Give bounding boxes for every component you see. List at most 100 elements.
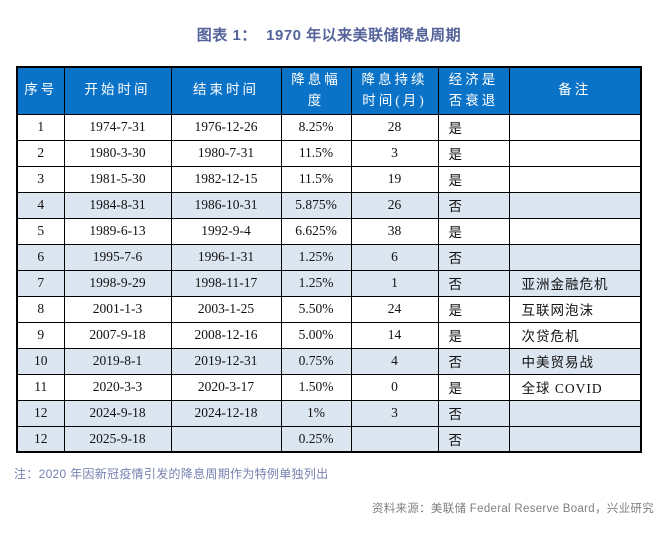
cell-recession: 否 [437,347,510,375]
table-row: 10 2019-8-1 2019-12-31 0.75% 4 否中美贸易战 [16,347,642,375]
cell-end: 2024-12-18 [170,399,282,427]
cell-start: 1980-3-30 [63,139,172,167]
cell-end: 2003-1-25 [170,295,282,323]
cell-months: 19 [350,165,439,193]
cell-recession: 否 [437,425,510,453]
cell-cut: 5.50% [280,295,352,323]
table-row: 9 2007-9-18 2008-12-16 5.00% 14 是次贷危机 [16,321,642,349]
cell-months: 0 [350,373,439,401]
cell-no: 4 [16,191,65,219]
cell-note [508,217,642,245]
header-no: 序号 [16,66,65,115]
cell-start: 1989-6-13 [63,217,172,245]
cell-note [508,165,642,193]
cell-cut: 8.25% [280,113,352,141]
cell-start: 1981-5-30 [63,165,172,193]
cell-start: 2001-1-3 [63,295,172,323]
cell-months [350,425,439,453]
cell-cut: 1.50% [280,373,352,401]
cell-end: 1992-9-4 [170,217,282,245]
header-note: 备注 [508,66,642,115]
cell-months: 28 [350,113,439,141]
cell-cut: 1.25% [280,243,352,271]
figure-title: 图表 1： 1970 年以来美联储降息周期 [196,27,462,44]
cell-end: 1996-1-31 [170,243,282,271]
rate-cut-cycles-table: 序号 开始时间 结束时间 降息幅 度 降息持续 时间(月) 经济是 否衰退 备注… [16,66,642,453]
cell-note [508,399,642,427]
cell-start: 2020-3-3 [63,373,172,401]
header-months: 降息持续 时间(月) [350,66,439,115]
cell-note [508,113,642,141]
cell-end: 2008-12-16 [170,321,282,349]
cell-start: 1984-8-31 [63,191,172,219]
cell-note: 亚洲金融危机 [508,269,642,297]
cell-months: 3 [350,399,439,427]
cell-start: 2019-8-1 [63,347,172,375]
cell-start: 1974-7-31 [63,113,172,141]
header-cut: 降息幅 度 [280,66,352,115]
cell-months: 26 [350,191,439,219]
cell-start: 2025-9-18 [63,425,172,453]
cell-no: 6 [16,243,65,271]
source-line: 资料来源：美联储 Federal Reserve Board，兴业研究 [371,503,654,515]
cell-no: 11 [16,373,65,401]
table-row: 4 1984-8-31 1986-10-31 5.875% 26 否 [16,191,642,219]
table-row: 1 1974-7-31 1976-12-26 8.25% 28 是 [16,113,642,141]
header-recession: 经济是 否衰退 [437,66,510,115]
table-row: 6 1995-7-6 1996-1-31 1.25% 6 否 [16,243,642,271]
table-header: 序号 开始时间 结束时间 降息幅 度 降息持续 时间(月) 经济是 否衰退 备注 [16,66,642,115]
cell-end: 1976-12-26 [170,113,282,141]
cell-recession: 是 [437,321,510,349]
cell-no: 10 [16,347,65,375]
cell-no: 2 [16,139,65,167]
table-row: 8 2001-1-3 2003-1-25 5.50% 24 是互联网泡沫 [16,295,642,323]
cell-end: 1980-7-31 [170,139,282,167]
cell-cut: 0.25% [280,425,352,453]
cell-cut: 1.25% [280,269,352,297]
cell-months: 1 [350,269,439,297]
table-row: 2 1980-3-30 1980-7-31 11.5% 3 是 [16,139,642,167]
cell-recession: 是 [437,217,510,245]
cell-no: 12 [16,399,65,427]
cell-no: 9 [16,321,65,349]
cell-recession: 是 [437,139,510,167]
cell-end: 1982-12-15 [170,165,282,193]
cell-end: 2020-3-17 [170,373,282,401]
cell-note [508,191,642,219]
table-body: 1 1974-7-31 1976-12-26 8.25% 28 是 2 1980-3-30 19… [16,113,642,453]
cell-cut: 0.75% [280,347,352,375]
cell-start: 1995-7-6 [63,243,172,271]
cell-cut: 5.00% [280,321,352,349]
cell-cut: 11.5% [280,165,352,193]
cell-end: 1986-10-31 [170,191,282,219]
cell-cut: 11.5% [280,139,352,167]
cell-recession: 是 [437,165,510,193]
header-end: 结束时间 [170,66,282,115]
cell-start: 2024-9-18 [63,399,172,427]
cell-no: 1 [16,113,65,141]
cell-note: 全球 COVID [508,373,642,401]
cell-recession: 是 [437,373,510,401]
cell-recession: 否 [437,191,510,219]
footnote: 注：2020 年因新冠疫情引发的降息周期作为特例单独列出 [14,467,329,481]
table-row: 3 1981-5-30 1982-12-15 11.5% 19 是 [16,165,642,193]
cell-end: 1998-11-17 [170,269,282,297]
cell-note [508,243,642,271]
cell-cut: 1% [280,399,352,427]
cell-months: 24 [350,295,439,323]
cell-months: 4 [350,347,439,375]
cell-recession: 否 [437,399,510,427]
table-row: 12 2025-9-18 0.25% 否 [16,425,642,453]
cell-no: 5 [16,217,65,245]
cell-end [170,425,282,453]
cell-recession: 否 [437,269,510,297]
cell-cut: 6.625% [280,217,352,245]
table-row: 7 1998-9-29 1998-11-17 1.25% 1 否亚洲金融危机 [16,269,642,297]
table-row: 12 2024-9-18 2024-12-18 1% 3 否 [16,399,642,427]
cell-cut: 5.875% [280,191,352,219]
cell-start: 2007-9-18 [63,321,172,349]
cell-recession: 否 [437,243,510,271]
cell-recession: 是 [437,113,510,141]
cell-months: 38 [350,217,439,245]
